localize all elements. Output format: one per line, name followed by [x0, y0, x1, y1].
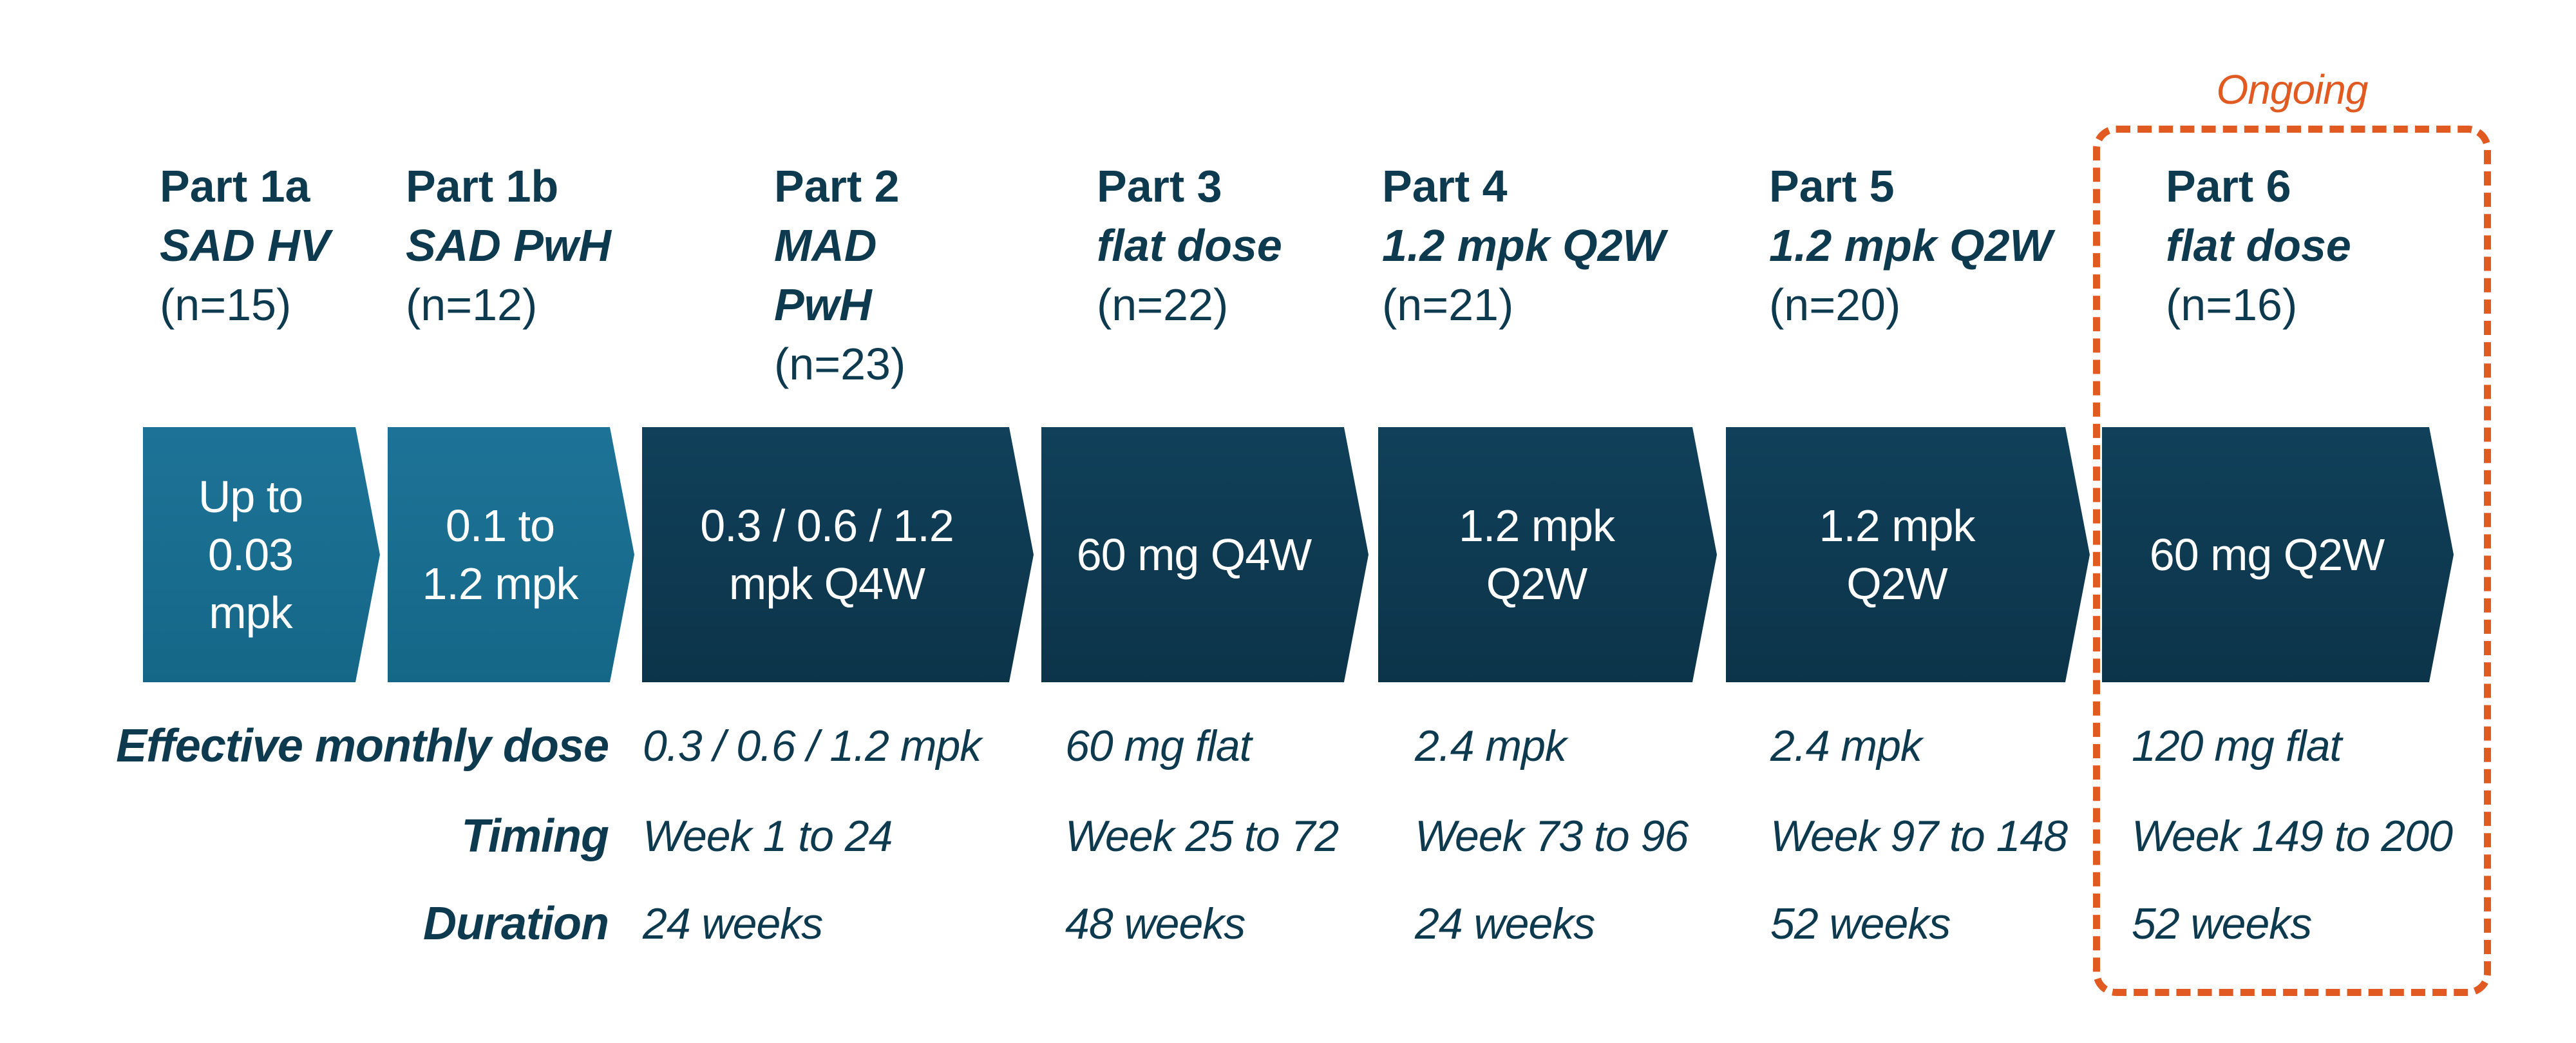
arrow-label: 0.03: [207, 530, 294, 580]
row-value: Week 1 to 24: [643, 812, 893, 861]
part-subtitle: flat dose: [1097, 220, 1282, 271]
arrow-label: 60 mg Q2W: [2149, 530, 2385, 580]
ongoing-outline-box: [2093, 126, 2491, 996]
arrow-label: 0.3 / 0.6 / 1.2: [700, 501, 954, 551]
arrow-label: 1.2 mpk: [1459, 501, 1615, 551]
part-subtitle: SAD HV: [160, 220, 330, 271]
row-value: 120 mg flat: [2132, 722, 2342, 770]
row-label: Timing: [461, 810, 609, 862]
part-header-1b: Part 1b SAD PwH (n=12): [406, 157, 611, 334]
part-header-4: Part 4 1.2 mpk Q2W (n=21): [1382, 157, 1665, 334]
dose-arrow-2: 0.3 / 0.6 / 1.2 mpk Q4W: [642, 427, 1034, 682]
arrow-label: 1.2 mpk: [1819, 501, 1975, 551]
part-subtitle: SAD PwH: [406, 220, 611, 271]
dose-arrow-1a: Up to 0.03 mpk: [143, 427, 380, 682]
arrow-label: Q2W: [1486, 559, 1587, 609]
part-title: Part 3: [1097, 161, 1222, 211]
row-value: 48 weeks: [1065, 899, 1245, 948]
row-value: Week 97 to 148: [1770, 812, 2068, 861]
row-value: 0.3 / 0.6 / 1.2 mpk: [643, 722, 981, 770]
part-header-1a: Part 1a SAD HV (n=15): [160, 157, 330, 334]
row-value: 60 mg flat: [1065, 722, 1252, 770]
row-effective-monthly-dose: Effective monthly dose 0.3 / 0.6 / 1.2 m…: [0, 716, 2576, 776]
arrow-label: mpk Q4W: [728, 559, 925, 609]
row-value: 52 weeks: [1770, 899, 1951, 948]
part-title: Part 5: [1769, 161, 1895, 211]
row-value: Week 25 to 72: [1065, 812, 1339, 861]
part-title: Part 2: [774, 161, 900, 211]
arrow-label: mpk: [209, 588, 292, 638]
arrow-label: Up to: [198, 472, 303, 522]
part-enrollment: (n=21): [1382, 280, 1514, 330]
part-enrollment: (n=23): [774, 339, 906, 389]
part-enrollment: (n=22): [1097, 280, 1229, 330]
arrow-label: 60 mg Q4W: [1076, 530, 1312, 580]
row-duration: Duration 24 weeks 48 weeks 24 weeks 52 w…: [0, 894, 2576, 953]
row-label: Duration: [423, 898, 609, 950]
row-value: 2.4 mpk: [1770, 722, 1922, 770]
row-value: 24 weeks: [1415, 899, 1595, 948]
part-enrollment: (n=20): [1769, 280, 1901, 330]
row-value: Week 73 to 96: [1415, 812, 1689, 861]
part-subtitle: PwH: [774, 280, 872, 330]
part-title: Part 1a: [160, 161, 310, 211]
dose-arrow-5: 1.2 mpk Q2W: [1726, 427, 2090, 682]
part-enrollment: (n=12): [406, 280, 538, 330]
row-value: 2.4 mpk: [1415, 722, 1567, 770]
part-header-3: Part 3 flat dose (n=22): [1097, 157, 1282, 334]
part-header-2: Part 2 MAD PwH (n=23): [774, 157, 905, 394]
dose-arrow-6: 60 mg Q2W: [2102, 427, 2454, 682]
part-enrollment: (n=15): [160, 280, 292, 330]
row-label: Effective monthly dose: [116, 720, 609, 772]
row-value: 52 weeks: [2132, 899, 2312, 948]
arrow-label: Q2W: [1846, 559, 1947, 609]
part-header-6: Part 6 flat dose (n=16): [2166, 157, 2351, 334]
dose-arrow-3: 60 mg Q4W: [1041, 427, 1368, 682]
part-subtitle: 1.2 mpk Q2W: [1769, 220, 2052, 271]
part-enrollment: (n=16): [2166, 280, 2298, 330]
row-value: 24 weeks: [643, 899, 823, 948]
part-title: Part 1b: [406, 161, 559, 211]
part-subtitle: MAD: [774, 220, 877, 271]
part-subtitle: 1.2 mpk Q2W: [1382, 220, 1665, 271]
dose-arrow-1b: 0.1 to 1.2 mpk: [388, 427, 634, 682]
arrow-label: 0.1 to: [445, 501, 555, 551]
ongoing-label: Ongoing: [2216, 66, 2369, 113]
part-title: Part 6: [2166, 161, 2291, 211]
part-header-5: Part 5 1.2 mpk Q2W (n=20): [1769, 157, 2052, 334]
arrow-label: 1.2 mpk: [422, 559, 578, 609]
part-subtitle: flat dose: [2166, 220, 2351, 271]
row-value: Week 149 to 200: [2132, 812, 2453, 861]
row-timing: Timing Week 1 to 24 Week 25 to 72 Week 7…: [0, 807, 2576, 866]
part-title: Part 4: [1382, 161, 1508, 211]
dose-arrow-4: 1.2 mpk Q2W: [1378, 427, 1717, 682]
